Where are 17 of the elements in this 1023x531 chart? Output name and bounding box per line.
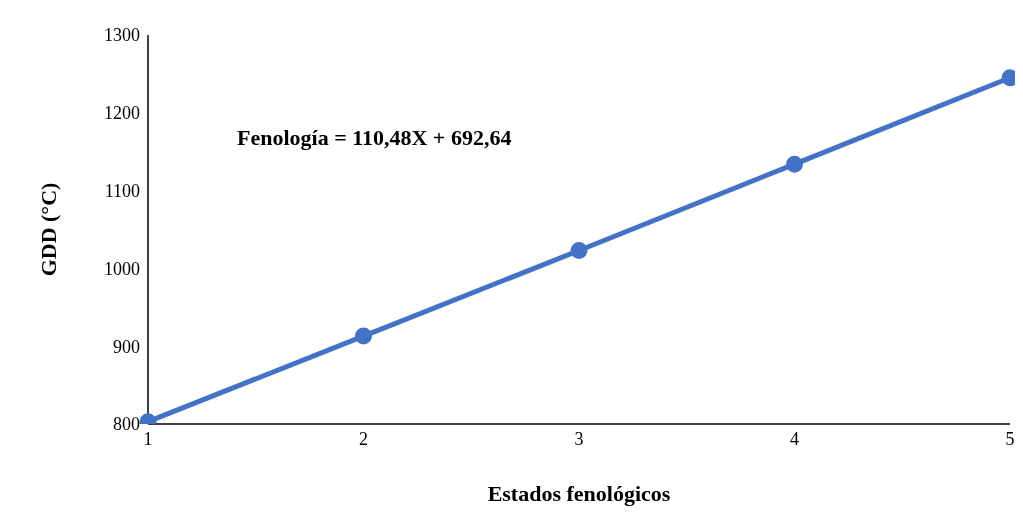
x-tick-label: 5: [1005, 428, 1015, 449]
point: [570, 242, 588, 260]
point: [786, 155, 803, 173]
y-tick-label: 1000: [104, 258, 140, 279]
x-tick-label: 3: [574, 428, 584, 449]
y-tick-label: 1100: [104, 180, 140, 201]
point: [355, 327, 372, 345]
y-tick-label: 1300: [104, 25, 140, 46]
y-tick-label: 900: [113, 336, 140, 357]
x-tick-label: 4: [790, 428, 799, 449]
x-tick-label: 2: [359, 428, 368, 449]
y-axis-title: GDD (°C): [35, 182, 61, 277]
y-tick-label: 1200: [104, 103, 140, 124]
x-axis-title: Estados fenológicos: [487, 481, 671, 506]
annotation: Fenología = 110,48X + 692,64: [237, 125, 512, 151]
x-tick-label: 1: [143, 428, 153, 449]
y-tick-label: 800: [113, 414, 140, 435]
